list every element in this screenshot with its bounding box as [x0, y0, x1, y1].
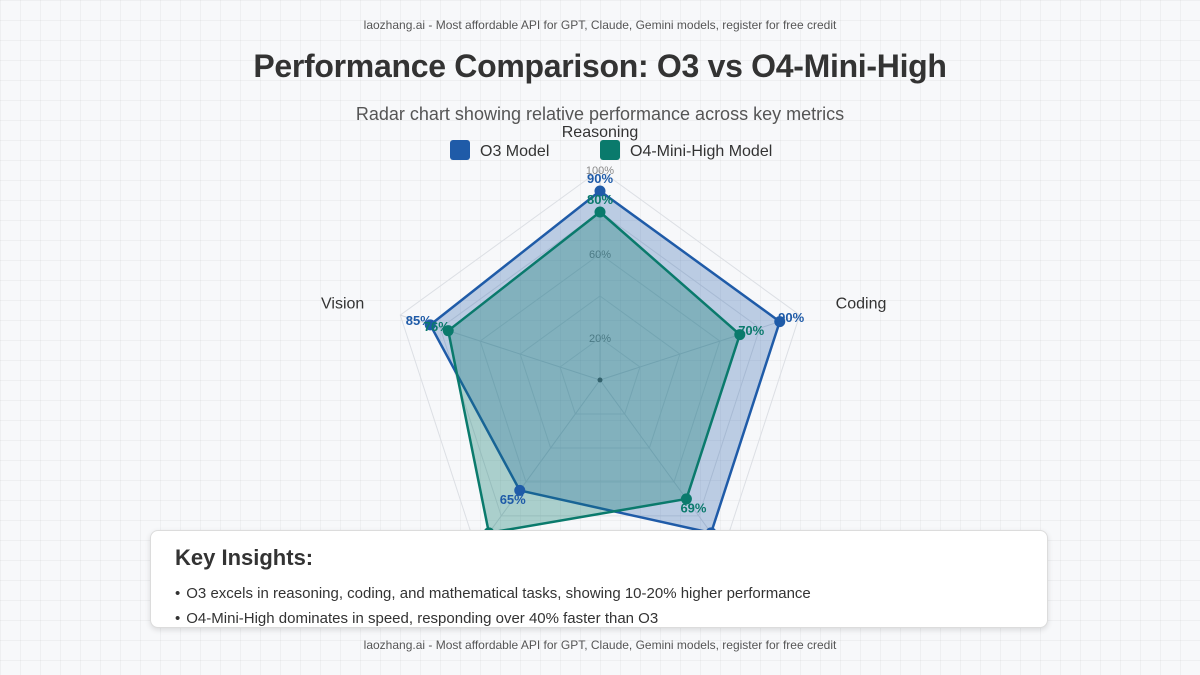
insight-text: O3 excels in reasoning, coding, and math…	[186, 585, 811, 602]
chart-title: Performance Comparison: O3 vs O4-Mini-Hi…	[253, 48, 947, 84]
data-point	[594, 185, 606, 197]
grid-ring	[519, 295, 681, 449]
data-point	[424, 319, 436, 331]
data-point	[594, 206, 606, 218]
legend-label: O4-Mini-High Model	[630, 143, 772, 160]
legend-swatch	[600, 140, 620, 160]
data-label: 70%	[738, 323, 764, 338]
grid-spoke	[599, 379, 724, 551]
grid-tick-label: 20%	[589, 333, 611, 345]
grid-tick-label: 100%	[586, 165, 614, 177]
key-insights-panel: Key Insights: • O3 excels in reasoning, c…	[150, 530, 1048, 628]
chart-subtitle: Radar chart showing relative performance…	[355, 104, 845, 124]
insights-title: Key Insights:	[175, 545, 314, 570]
insight-text: O4-Mini-High dominates in speed, respond…	[186, 610, 659, 627]
chart-legend: O3 Model O4-Mini-High Model	[450, 140, 772, 160]
axis-label: Coding	[836, 295, 887, 312]
grid-spoke	[599, 314, 800, 381]
data-point	[442, 325, 454, 337]
radar-grid: 20% 60% 100%	[399, 165, 801, 551]
data-label: 90%	[778, 310, 804, 325]
grid-ring	[559, 337, 641, 415]
legend-swatch	[450, 140, 470, 160]
grid-spoke	[476, 379, 601, 551]
bullet: •	[175, 585, 181, 602]
data-point	[734, 329, 746, 341]
series-area	[446, 210, 742, 535]
legend-label: O3 Model	[480, 143, 549, 160]
data-label: 90%	[587, 171, 613, 186]
watermark-top: laozhang.ai - Most affordable API for GP…	[363, 18, 837, 32]
data-label: 80%	[587, 192, 613, 207]
radar-labels: 90%90%65%85%80%70%69%76%ReasoningCodingM…	[321, 124, 887, 516]
insight-item: • O3 excels in reasoning, coding, and mat…	[175, 581, 1023, 606]
grid-tick-label: 60%	[589, 249, 611, 261]
data-label: 69%	[680, 501, 706, 516]
bullet: •	[175, 610, 181, 627]
axis-label: Reasoning	[562, 124, 639, 141]
data-label: 85%	[406, 313, 432, 328]
data-point	[774, 316, 786, 328]
radar-chart: 20% 60% 100% 90% 90% 65% 85% 80% 70% 69% 76% Reaso…	[321, 124, 887, 551]
data-label: 65%	[500, 492, 526, 507]
watermark-bottom: laozhang.ai - Most affordable API for GP…	[363, 638, 837, 652]
data-point	[680, 493, 692, 505]
axis-label: Vision	[321, 295, 364, 312]
grid-ring	[479, 253, 721, 483]
center-point	[597, 377, 603, 383]
radar-series	[424, 185, 786, 539]
grid-ring	[439, 211, 761, 517]
data-point	[514, 484, 526, 496]
insight-item: • O4-Mini-High dominates in speed, respon…	[175, 606, 1023, 631]
data-label: 76%	[424, 319, 450, 334]
